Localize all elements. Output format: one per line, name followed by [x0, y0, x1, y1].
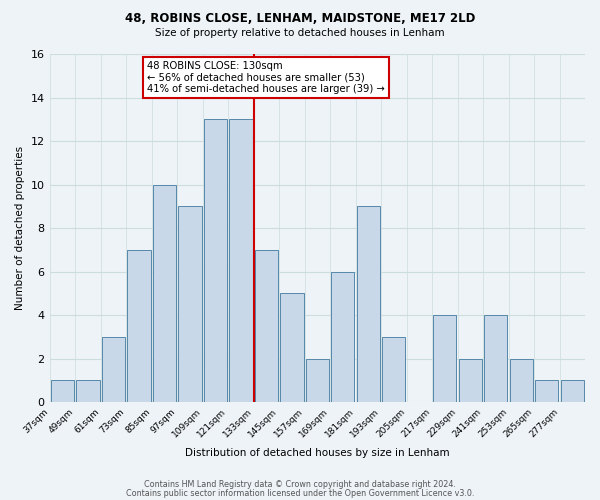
Y-axis label: Number of detached properties: Number of detached properties [15, 146, 25, 310]
Bar [50, 380, 74, 402]
Bar [356, 206, 380, 402]
Bar [305, 358, 329, 402]
Text: 48 ROBINS CLOSE: 130sqm
← 56% of detached houses are smaller (53)
41% of semi-de: 48 ROBINS CLOSE: 130sqm ← 56% of detache… [147, 60, 385, 94]
Bar [382, 337, 406, 402]
Bar [535, 380, 559, 402]
Bar [484, 315, 508, 402]
Text: Size of property relative to detached houses in Lenham: Size of property relative to detached ho… [155, 28, 445, 38]
Bar [331, 272, 355, 402]
Bar [458, 358, 482, 402]
Bar [280, 294, 304, 402]
Text: Contains public sector information licensed under the Open Government Licence v3: Contains public sector information licen… [126, 488, 474, 498]
Bar [76, 380, 100, 402]
Bar [101, 337, 125, 402]
Text: 48, ROBINS CLOSE, LENHAM, MAIDSTONE, ME17 2LD: 48, ROBINS CLOSE, LENHAM, MAIDSTONE, ME1… [125, 12, 475, 26]
Bar [178, 206, 202, 402]
Bar [127, 250, 151, 402]
Bar [203, 120, 227, 402]
Text: Contains HM Land Registry data © Crown copyright and database right 2024.: Contains HM Land Registry data © Crown c… [144, 480, 456, 489]
Bar [229, 120, 253, 402]
Bar [560, 380, 584, 402]
Bar [254, 250, 278, 402]
Bar [433, 315, 457, 402]
Bar [509, 358, 533, 402]
X-axis label: Distribution of detached houses by size in Lenham: Distribution of detached houses by size … [185, 448, 449, 458]
Bar [152, 184, 176, 402]
